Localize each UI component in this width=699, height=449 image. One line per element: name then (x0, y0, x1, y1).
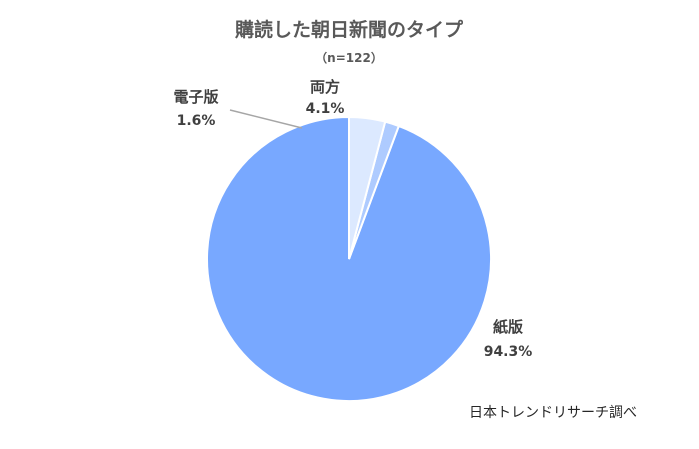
slice-value-1: 94.3% (484, 344, 533, 360)
pie-slices (206, 115, 492, 402)
slice-label-1: 紙版 (493, 318, 523, 336)
slice-value-3: 4.1% (306, 101, 345, 117)
leader-lines (229, 109, 303, 129)
slice-value-2: 1.6% (177, 113, 216, 129)
chart-subtitle: （n=122） (315, 50, 383, 65)
leader-line-2 (229, 109, 303, 129)
pie-slice-3 (348, 115, 387, 260)
chart-title: 購読した朝日新聞のタイプ (235, 18, 464, 41)
source-note: 日本トレンドリサーチ調べ (469, 405, 637, 421)
slice-labels: 紙版 94.3% 電子版 1.6% 両方 4.1% (173, 78, 532, 360)
slice-label-2: 電子版 (173, 88, 218, 106)
slice-label-3: 両方 (310, 78, 340, 96)
